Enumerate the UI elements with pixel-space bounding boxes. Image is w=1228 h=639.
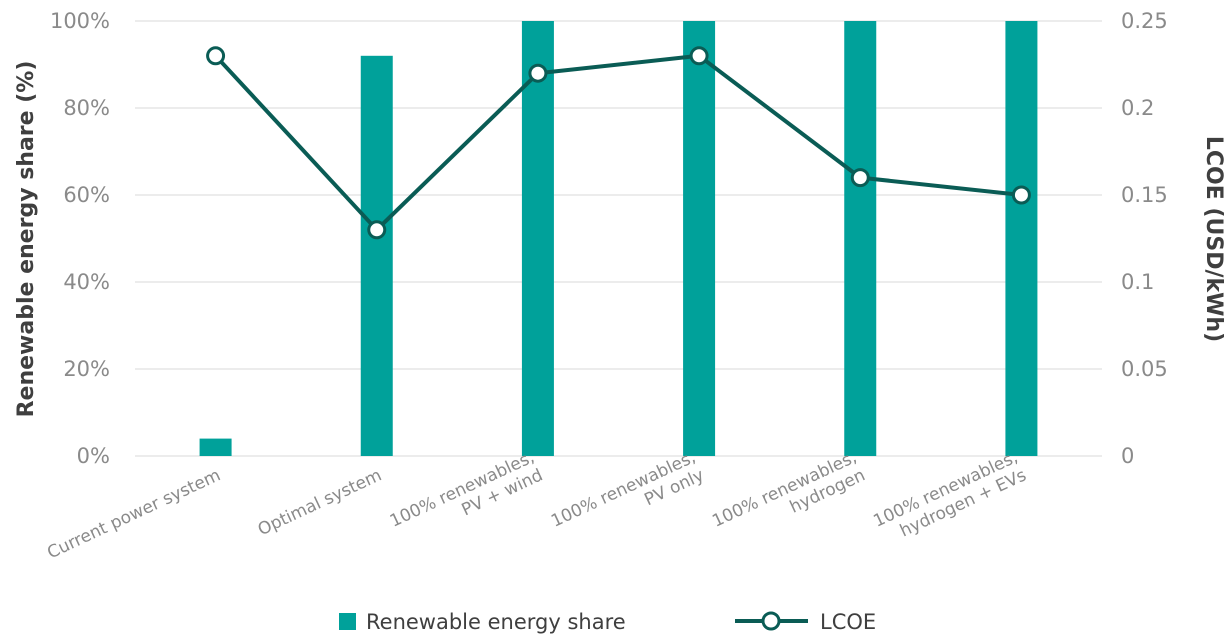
category-label: 100% renewables,PV + wind (387, 447, 546, 550)
legend-line-marker (761, 611, 781, 631)
category-label-line: Current power system (44, 465, 223, 563)
bar (521, 21, 554, 456)
bar (360, 55, 393, 457)
line-series (206, 46, 1031, 240)
category-label: Current power system (44, 465, 223, 563)
bar (844, 21, 877, 456)
lcoe-point (689, 46, 709, 66)
gridlines (135, 20, 1102, 457)
lcoe-point (367, 220, 387, 240)
category-axis-labels: Current power system Optimal system 100% r… (44, 447, 1029, 563)
lcoe-point (206, 46, 226, 66)
right-tick-label: 0.2 (1121, 96, 1154, 120)
bar-series (199, 21, 1038, 457)
category-label: 100% renewables,PV only (548, 447, 707, 550)
right-axis-ticks: 0 0.05 0.1 0.15 0.2 0.25 (1121, 9, 1168, 468)
right-tick-label: 0.1 (1121, 270, 1154, 294)
left-tick-label: 80% (63, 96, 110, 120)
category-label-line: Optimal system (255, 465, 385, 540)
lcoe-line (214, 53, 1022, 232)
right-tick-label: 0 (1121, 444, 1134, 468)
bar (1005, 21, 1038, 456)
left-tick-label: 0% (77, 444, 110, 468)
left-axis-title: Renewable energy share (%) (14, 61, 39, 418)
right-axis-title: LCOE (USD/kWh) (1201, 136, 1226, 342)
legend-bar-label: Renewable energy share (366, 610, 626, 634)
left-axis-ticks: 0% 20% 40% 60% 80% 100% (50, 9, 110, 468)
left-tick-label: 40% (63, 270, 110, 294)
left-tick-label: 20% (63, 357, 110, 381)
left-tick-label: 60% (63, 183, 110, 207)
right-tick-label: 0.15 (1121, 183, 1168, 207)
category-label: Optimal system (255, 465, 385, 540)
lcoe-point (528, 63, 548, 83)
legend: Renewable energy share LCOE (339, 610, 876, 634)
left-tick-label: 100% (50, 9, 110, 33)
right-tick-label: 0.05 (1121, 357, 1168, 381)
legend-bar-swatch (339, 613, 356, 630)
lcoe-point (1011, 185, 1031, 205)
legend-line-label: LCOE (820, 610, 876, 634)
lcoe-point (850, 168, 870, 188)
bar (199, 438, 232, 456)
category-label: 100% renewables,hydrogen + EVs (870, 447, 1029, 550)
category-label: 100% renewables,hydrogen (709, 447, 868, 550)
right-tick-label: 0.25 (1121, 9, 1168, 33)
bar (683, 21, 716, 456)
